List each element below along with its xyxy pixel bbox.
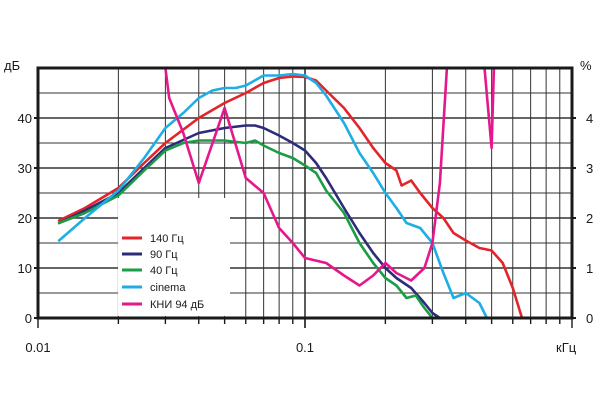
legend-label: 90 Гц	[150, 249, 178, 261]
series-line--94-	[164, 66, 449, 287]
series-line--94--spike	[483, 67, 496, 150]
y-left-tick-label: 0	[25, 311, 32, 326]
x-tick-label: 0.01	[25, 340, 50, 355]
legend-label: 40 Гц	[150, 265, 178, 277]
y-right-unit-label: %	[580, 58, 592, 73]
series-layer	[57, 66, 524, 320]
legend-label: КНИ 94 дБ	[150, 299, 204, 311]
legend-item-thd: КНИ 94 дБ	[122, 299, 204, 311]
legend-item-90hz: 90 Гц	[122, 249, 178, 261]
series-line-140-	[57, 75, 524, 320]
legend-background	[118, 198, 230, 316]
x-tick-label: 0.1	[296, 340, 314, 355]
y-right-tick-label: 2	[586, 211, 593, 226]
y-left-tick-label: 10	[18, 261, 32, 276]
legend-item-cinema: cinema	[122, 282, 186, 294]
x-axis-label: кГц	[556, 340, 577, 355]
y-left-unit-label: дБ	[4, 58, 20, 73]
y-left-tick-label: 30	[18, 161, 32, 176]
legend: 140 Гц 90 Гц 40 Гц cinema КНИ 94 дБ	[118, 198, 230, 316]
y-left-tick-label: 40	[18, 111, 32, 126]
y-right-tick-label: 3	[586, 161, 593, 176]
legend-label: 140 Гц	[150, 233, 184, 245]
series-line-40-	[57, 139, 434, 320]
series-line-90-	[57, 124, 442, 320]
legend-label: cinema	[150, 282, 186, 294]
y-right-tick-label: 0	[586, 311, 593, 326]
legend-item-140hz: 140 Гц	[122, 233, 184, 245]
series-line-cinema	[57, 72, 489, 320]
y-left-tick-label: 20	[18, 211, 32, 226]
tick-labels: 0 10 20 30 40 0 1 2 3 4 0.01 0.1	[18, 111, 594, 355]
legend-item-40hz: 40 Гц	[122, 265, 178, 277]
y-right-tick-label: 4	[586, 111, 593, 126]
y-right-tick-label: 1	[586, 261, 593, 276]
